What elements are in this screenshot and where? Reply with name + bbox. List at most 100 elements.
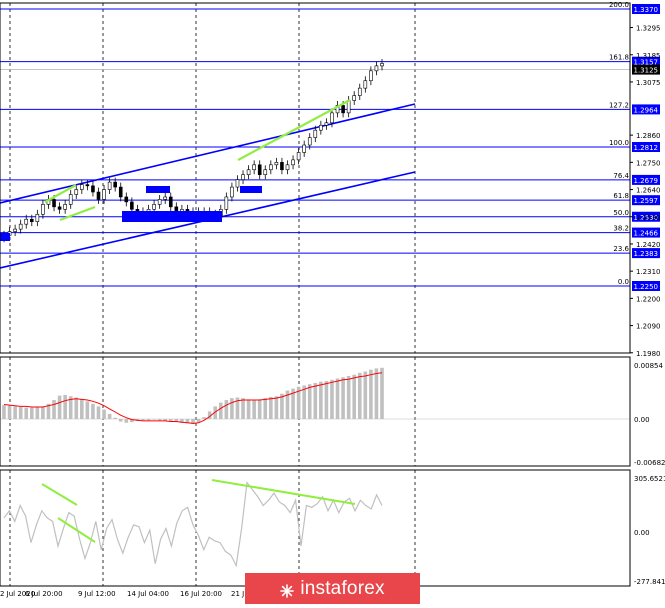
candle-body bbox=[269, 164, 273, 171]
price-tick-label: 1.2420 bbox=[636, 241, 661, 249]
candle-body bbox=[274, 162, 279, 166]
macd-bar bbox=[13, 406, 17, 419]
green-trendline bbox=[237, 99, 351, 161]
macd-bar bbox=[191, 419, 195, 425]
time-tick-label: 14 Jul 04:00 bbox=[127, 590, 169, 598]
macd-bar bbox=[207, 411, 212, 419]
price-tick-label: 1.2310 bbox=[636, 268, 661, 276]
channel-line bbox=[0, 103, 416, 204]
candle-body bbox=[296, 152, 301, 161]
macd-bar bbox=[380, 367, 384, 419]
macd-bar bbox=[224, 400, 229, 419]
macd-bar bbox=[291, 388, 295, 419]
candle-body bbox=[107, 181, 112, 190]
candle-body bbox=[130, 201, 134, 210]
fib-price-box bbox=[632, 195, 660, 206]
macd-bar bbox=[74, 397, 79, 419]
price-tick-label: 1.2090 bbox=[636, 323, 661, 331]
fib-price-label: 1.2812 bbox=[634, 144, 659, 152]
time-tick-label: 21 J bbox=[231, 590, 244, 598]
macd-bar bbox=[130, 419, 134, 423]
candle-body bbox=[118, 186, 123, 198]
price-tick-label: 1.3185 bbox=[636, 52, 661, 60]
fib-price-box bbox=[632, 4, 660, 14]
macd-bar bbox=[91, 403, 95, 419]
macd-bar bbox=[357, 372, 362, 419]
macd-bar bbox=[363, 371, 368, 419]
candle-body bbox=[152, 204, 156, 210]
candle-body bbox=[357, 87, 362, 96]
candle-body bbox=[246, 169, 251, 176]
macd-bar bbox=[35, 406, 40, 419]
macd-bar bbox=[330, 379, 334, 419]
macd-bar bbox=[235, 397, 240, 419]
brand-name: instaforex bbox=[300, 577, 385, 599]
cci-axis-label: -277.841 bbox=[634, 578, 665, 586]
macd-bar bbox=[63, 394, 67, 419]
fib-price-box bbox=[632, 281, 660, 291]
candle-body bbox=[29, 218, 34, 222]
macd-bar bbox=[374, 368, 379, 419]
candle-body bbox=[324, 122, 329, 126]
macd-bar bbox=[57, 395, 62, 419]
green-trendlines bbox=[44, 99, 351, 222]
macd-bar bbox=[285, 390, 290, 419]
fib-ratio-label: 38.2 bbox=[613, 225, 629, 233]
fib-price-box bbox=[632, 248, 660, 259]
candle-body bbox=[363, 80, 368, 89]
macd-bar bbox=[18, 406, 23, 419]
macd-bar bbox=[313, 382, 318, 419]
macd-bar bbox=[319, 381, 323, 419]
cci-panel: 305.6521 0.00 -277.841 bbox=[3, 475, 665, 586]
macd-bar bbox=[96, 406, 101, 419]
macd-bar bbox=[302, 385, 306, 419]
candle-body bbox=[74, 189, 79, 195]
macd-axis-label: -0.00682 bbox=[634, 459, 665, 467]
candle-body bbox=[13, 228, 17, 232]
candle-body bbox=[68, 194, 73, 205]
candle-body bbox=[280, 162, 284, 171]
macd-axis-label: 0.00 bbox=[634, 416, 650, 424]
candle-body bbox=[168, 196, 173, 208]
macd-bar bbox=[218, 402, 223, 419]
candle-body bbox=[291, 159, 295, 166]
candle-body bbox=[341, 105, 345, 114]
macd-bar bbox=[24, 407, 29, 419]
cci-trendline bbox=[57, 517, 96, 543]
candle-body bbox=[57, 206, 62, 210]
current-price-label: 1.3125 bbox=[634, 67, 659, 75]
macd-bar bbox=[7, 405, 12, 419]
fib-levels: 200.0 1.3370 161.8 1.3157 127.2 1.2964 100.0 1.… bbox=[0, 1, 660, 291]
price-tick-label: 1.1980 bbox=[636, 350, 661, 358]
macd-bar bbox=[274, 396, 279, 419]
macd-bar bbox=[352, 374, 357, 419]
candle-body bbox=[63, 204, 67, 210]
candle-body bbox=[52, 199, 56, 208]
candle-body bbox=[18, 223, 23, 230]
time-tick-label: 2 Jul 2020 bbox=[0, 590, 35, 598]
macd-bar bbox=[252, 400, 256, 419]
fib-price-box bbox=[632, 142, 660, 153]
support-zones bbox=[0, 186, 262, 241]
candle-body bbox=[252, 164, 256, 171]
macd-bar bbox=[152, 419, 156, 420]
macd-bar bbox=[107, 413, 112, 419]
candle-body bbox=[235, 179, 240, 188]
zone-box bbox=[122, 211, 222, 222]
fib-price-box bbox=[632, 227, 660, 238]
macd-bar bbox=[52, 400, 56, 419]
macd-bar bbox=[346, 376, 351, 419]
cci-trendline bbox=[41, 483, 78, 506]
candle-body bbox=[80, 184, 84, 190]
spark-icon bbox=[280, 582, 295, 598]
macd-bar bbox=[341, 377, 345, 419]
candle-body bbox=[263, 169, 268, 176]
candle-body bbox=[35, 213, 40, 222]
candle-body bbox=[96, 191, 101, 200]
cci-trendline bbox=[211, 479, 356, 505]
fib-ratio-label: 23.6 bbox=[613, 245, 629, 253]
macd-axis-label: 0.00854 bbox=[634, 362, 663, 370]
green-trendline bbox=[44, 184, 77, 203]
